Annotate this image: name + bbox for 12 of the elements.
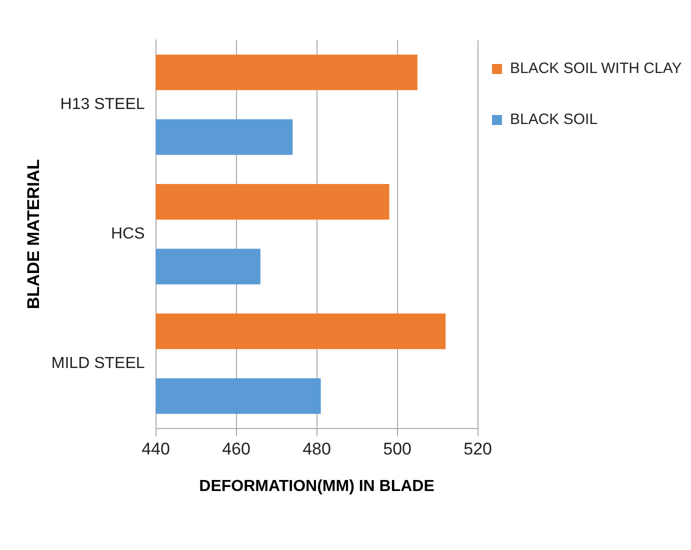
legend-label: BLACK SOIL WITH CLAY (510, 60, 682, 77)
y-axis-title: BLADE MATERIAL (24, 159, 43, 310)
y-tick-label: HCS (110, 226, 145, 243)
legend-label: BLACK SOIL (510, 111, 598, 128)
x-axis-title: DEFORMATION(MM) IN BLADE (199, 478, 435, 495)
y-tick-label: MILD STEEL (51, 355, 145, 372)
x-tick-label: 480 (302, 439, 331, 458)
x-tick-label: 460 (222, 439, 250, 458)
x-tick-label: 520 (464, 439, 492, 458)
x-tick-label: 440 (142, 439, 170, 458)
x-tick-label: 500 (383, 439, 412, 458)
y-tick-label: H13 STEEL (60, 96, 145, 114)
